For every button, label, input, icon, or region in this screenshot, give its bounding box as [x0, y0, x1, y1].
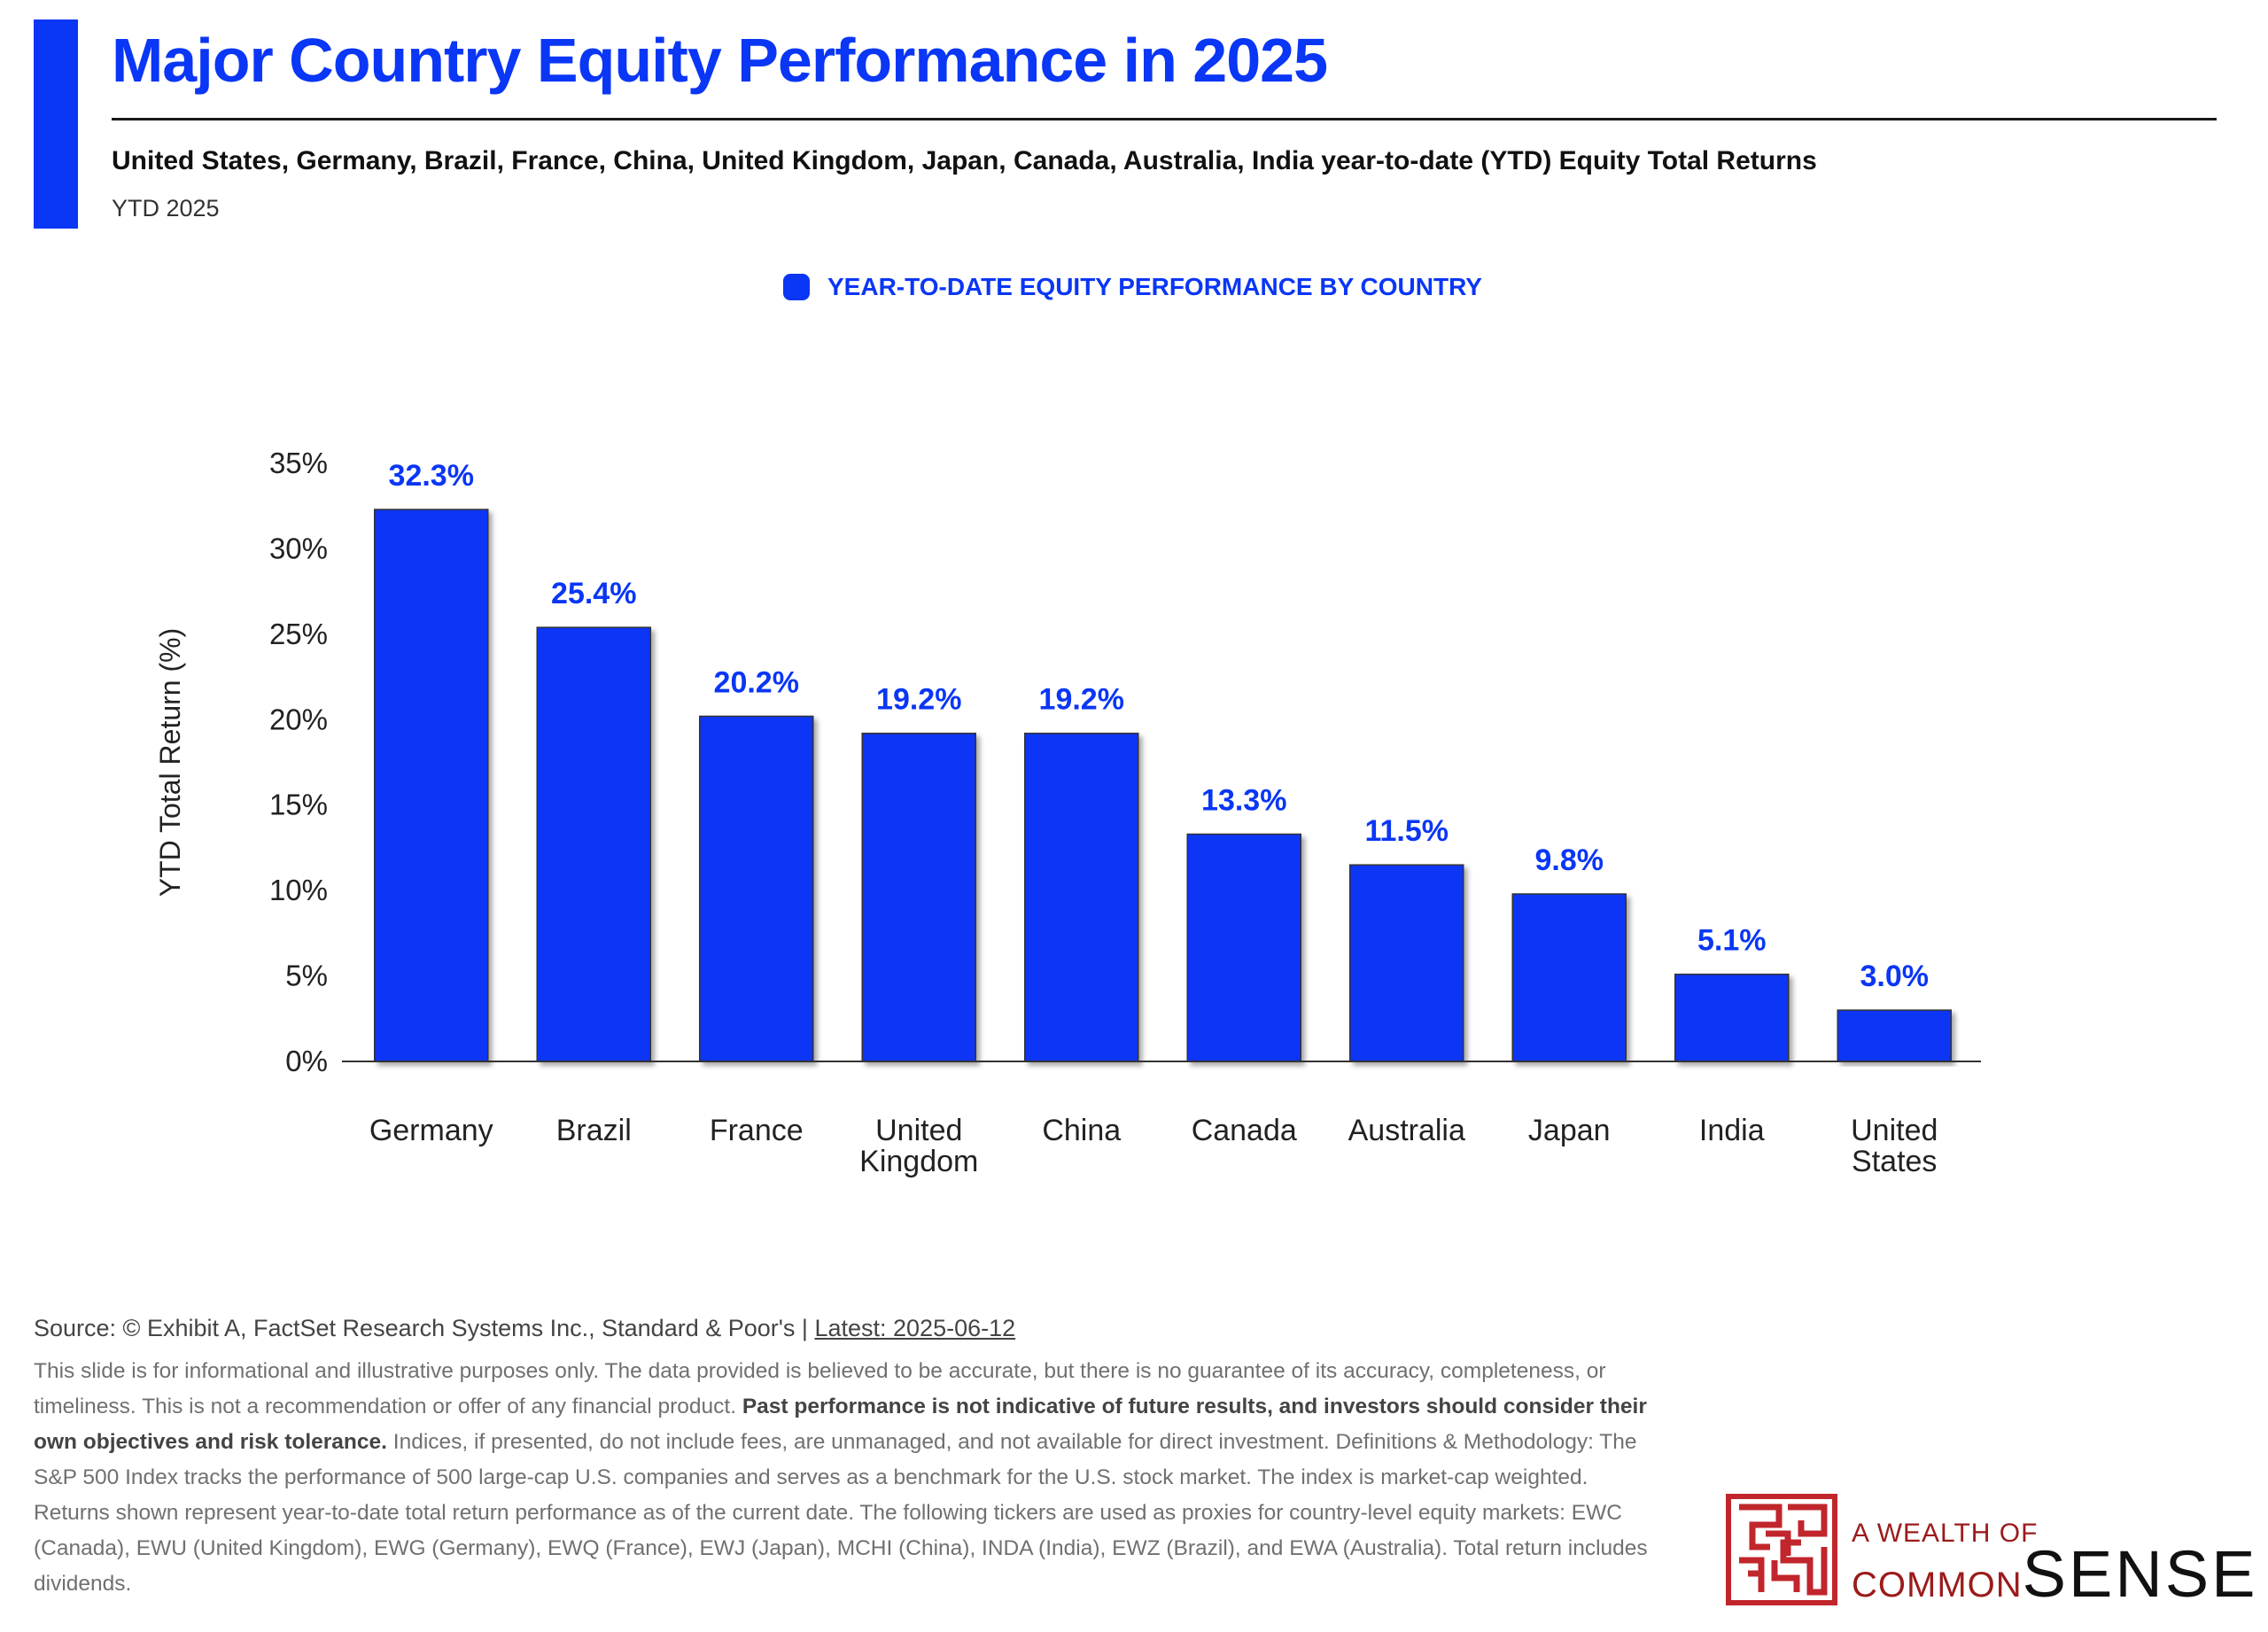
- accent-bar: [34, 19, 78, 229]
- bar: [1511, 893, 1627, 1062]
- bar: [699, 715, 814, 1062]
- bar-value-label: 11.5%: [1364, 814, 1449, 848]
- y-tick-label: 25%: [269, 618, 328, 650]
- y-axis-title: YTD Total Return (%): [154, 628, 186, 898]
- brand-common: COMMON: [1852, 1566, 2023, 1605]
- x-tick-label: Japan: [1528, 1114, 1611, 1147]
- legend-label: YEAR-TO-DATE EQUITY PERFORMANCE BY COUNT…: [827, 273, 1482, 300]
- bar-value-label: 19.2%: [876, 683, 961, 717]
- bar: [1024, 732, 1139, 1062]
- x-tick-label: France: [710, 1114, 804, 1147]
- y-tick-label: 0%: [285, 1045, 328, 1077]
- bar-value-label: 5.1%: [1697, 924, 1767, 958]
- bar-value-label: 13.3%: [1201, 784, 1286, 818]
- title-divider: [112, 118, 2217, 120]
- x-tick-label: China: [1042, 1114, 1121, 1147]
- brand-sense: SENSE: [2022, 1537, 2258, 1611]
- bar-value-label: 3.0%: [1860, 960, 1930, 993]
- disclaimer-bold: Past performance is not indicative of fu…: [34, 1395, 1647, 1454]
- bar: [536, 626, 651, 1062]
- x-tick-label: United Kingdom: [859, 1114, 978, 1178]
- bar: [1349, 864, 1464, 1062]
- disclaimer: This slide is for informational and illu…: [34, 1354, 1655, 1602]
- bar-value-label: 20.2%: [714, 665, 799, 699]
- x-tick-label: Brazil: [556, 1114, 632, 1147]
- bar: [1837, 1009, 1952, 1062]
- bar-value-label: 32.3%: [389, 459, 474, 493]
- page-title: Major Country Equity Performance in 2025: [112, 26, 1328, 95]
- y-tick-label: 30%: [269, 532, 328, 564]
- bar-value-label: 25.4%: [551, 577, 636, 610]
- legend-swatch: [783, 274, 810, 300]
- y-tick-label: 5%: [285, 960, 328, 992]
- y-tick-label: 10%: [269, 874, 328, 906]
- bar-value-label: 19.2%: [1039, 683, 1124, 717]
- disclaimer-text-1: This slide is for informational and illu…: [34, 1359, 1606, 1418]
- disclaimer-text-2: Indices, if presented, do not include fe…: [34, 1430, 1648, 1596]
- bar: [1186, 833, 1301, 1062]
- y-tick-label: 15%: [269, 789, 328, 821]
- x-tick-label: India: [1699, 1114, 1765, 1147]
- x-tick-label: Germany: [369, 1114, 493, 1147]
- x-tick-label: United States: [1851, 1114, 1938, 1178]
- source-text: Source: © Exhibit A, FactSet Research Sy…: [34, 1315, 808, 1341]
- bar: [374, 509, 489, 1062]
- brand-line-2: COMMONSENSE: [1852, 1542, 2258, 1607]
- x-tick-label: Australia: [1348, 1114, 1465, 1147]
- y-tick-label: 20%: [269, 703, 328, 735]
- bar-value-label: 9.8%: [1535, 843, 1604, 877]
- latest-date-link[interactable]: Latest: 2025-06-12: [814, 1315, 1016, 1341]
- x-tick-label: Canada: [1192, 1114, 1297, 1147]
- brand-line-1: A WEALTH OF: [1852, 1519, 2039, 1548]
- bar: [861, 732, 976, 1062]
- period-label: YTD 2025: [112, 195, 220, 221]
- chart-subtitle: United States, Germany, Brazil, France, …: [112, 146, 1817, 175]
- source-line: Source: © Exhibit A, FactSet Research Sy…: [34, 1315, 1015, 1342]
- chart-legend: YEAR-TO-DATE EQUITY PERFORMANCE BY COUNT…: [783, 273, 1482, 301]
- maze-logo-icon: [1726, 1494, 1837, 1605]
- bar: [1674, 973, 1790, 1062]
- y-tick-label: 35%: [269, 447, 328, 479]
